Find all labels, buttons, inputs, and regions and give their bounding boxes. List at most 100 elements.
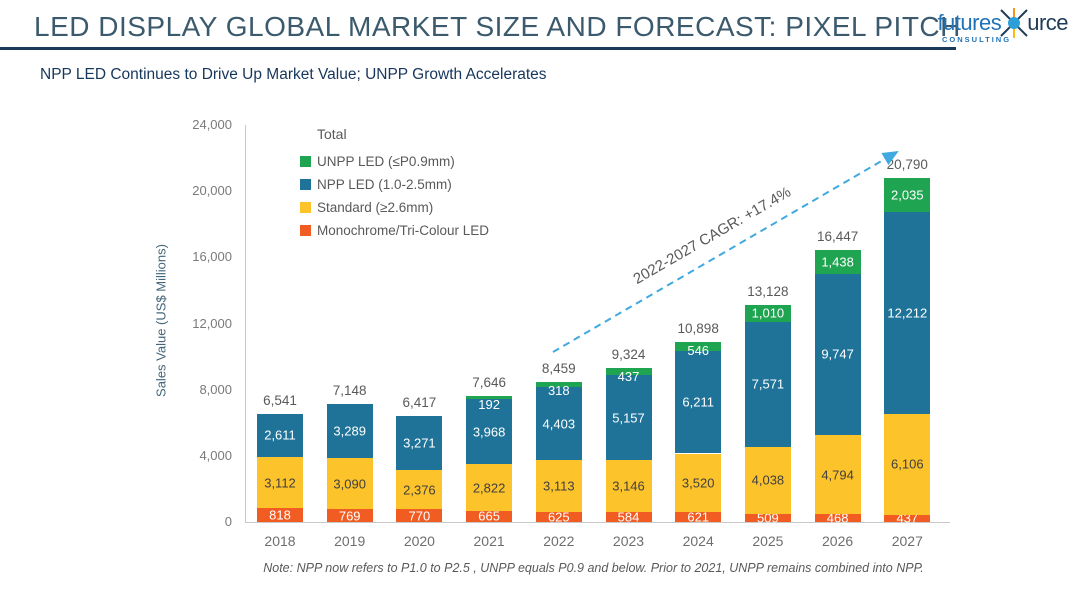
futuresource-logo: futures urce CONSULTING <box>928 8 1068 52</box>
bar-segment-label: 3,113 <box>543 478 575 494</box>
bar-segment <box>535 382 582 388</box>
legend-entry: Standard (≥2.6mm) <box>300 196 489 219</box>
logo-tagline: CONSULTING <box>942 35 1012 44</box>
bar-segment <box>675 350 722 454</box>
bar-segment-label: 770 <box>408 508 431 524</box>
bar-segment <box>257 508 303 522</box>
bar-segment-label: 9,747 <box>821 346 854 362</box>
bar-segment-label: 818 <box>269 507 291 523</box>
bar-segment-label: 12,212 <box>887 305 928 321</box>
bar-segment-label: 5,157 <box>612 410 645 426</box>
x-tick-label: 2025 <box>752 533 784 549</box>
x-tick-label: 2019 <box>334 533 366 549</box>
bar-segment-label: 192 <box>478 396 500 412</box>
bar-segment-label: 3,289 <box>333 423 366 439</box>
x-tick-label: 2022 <box>543 533 575 549</box>
x-tick-label: 2026 <box>822 533 854 549</box>
bar-segment <box>396 415 443 470</box>
x-tick-label: 2027 <box>891 533 923 549</box>
bar-segment <box>744 513 791 522</box>
bar-segment <box>326 403 373 459</box>
bar-segment-label: 468 <box>826 510 849 526</box>
bar-segment <box>675 453 722 512</box>
y-tick-label: 4,000 <box>199 447 232 463</box>
bar-segment-label: 4,794 <box>821 467 854 483</box>
bar-segment-label: 6,211 <box>682 394 714 410</box>
bar-segment-label: 2,611 <box>264 427 296 443</box>
footnote: Note: NPP now refers to P1.0 to P2.5 , U… <box>263 561 924 575</box>
x-tick-label: 2018 <box>264 533 296 549</box>
bar-segment <box>535 387 582 461</box>
bar-segment-label: 3,520 <box>681 475 715 491</box>
logo-star-icon <box>1000 8 1028 38</box>
y-tick-label: 8,000 <box>199 381 232 397</box>
bar-total-label: 20,790 <box>886 157 928 173</box>
bar-segment-label: 3,968 <box>472 424 506 439</box>
bar-segment <box>257 413 303 457</box>
legend-title: Total <box>317 126 347 142</box>
chart-subtitle: NPP LED Continues to Drive Up Market Val… <box>40 66 547 83</box>
bar-segment-label: 437 <box>617 368 640 384</box>
bar-segment-label: 621 <box>687 509 710 525</box>
bar-segment-label: 546 <box>687 342 710 358</box>
legend-label: Monochrome/Tri-Colour LED <box>317 223 490 238</box>
bar-total-label: 7,148 <box>332 382 367 398</box>
bar-total-label: 10,898 <box>677 320 719 336</box>
bar-segment-label: 3,112 <box>264 475 296 491</box>
x-tick-label: 2024 <box>682 533 714 549</box>
bar-total-label: 7,646 <box>472 374 506 390</box>
legend-swatch <box>300 225 311 236</box>
bar-total-label: 6,541 <box>263 392 297 408</box>
bar-segment-label: 625 <box>547 509 570 525</box>
bar-segment <box>744 446 791 514</box>
bar-total-label: 13,128 <box>747 283 789 299</box>
y-tick-label: 24,000 <box>192 117 232 132</box>
bar-segment <box>675 511 722 522</box>
bar-segment-label: 1,438 <box>821 254 854 270</box>
bar-segment-label: 4,038 <box>751 472 785 488</box>
y-tick-label: 12,000 <box>192 315 232 331</box>
legend-swatch <box>300 202 311 213</box>
legend-entry: Monochrome/Tri-Colour LED <box>300 219 489 242</box>
y-axis-line <box>245 125 246 522</box>
x-tick-label: 2023 <box>612 533 645 549</box>
bar-segment-label: 2,035 <box>891 187 924 203</box>
legend-label: UNPP LED (≤P0.9mm) <box>317 154 455 169</box>
bar-segment-label: 509 <box>757 510 779 526</box>
legend-swatch <box>300 179 311 190</box>
bar-segment-label: 3,146 <box>612 478 645 494</box>
bar-segment <box>884 413 931 515</box>
title-underline <box>0 47 956 50</box>
bar-segment-label: 3,090 <box>333 476 366 492</box>
bar-segment-label: 2,822 <box>472 480 506 496</box>
legend-entries: UNPP LED (≤P0.9mm) NPP LED (1.0-2.5mm) Sta… <box>300 150 489 242</box>
bar-segment <box>326 458 373 510</box>
bar-segment <box>605 512 652 522</box>
bar-segment <box>466 510 513 522</box>
legend-entry: NPP LED (1.0-2.5mm) <box>300 173 489 196</box>
bar-segment <box>814 514 861 522</box>
bar-segment-label: 1,010 <box>751 305 785 321</box>
bar-total-label: 8,459 <box>541 361 576 377</box>
bar-segment-label: 584 <box>617 509 640 525</box>
legend-label: NPP LED (1.0-2.5mm) <box>317 177 452 192</box>
bar-segment <box>396 509 443 522</box>
bar-total-label: 16,447 <box>816 228 859 244</box>
bar-segment <box>466 395 513 399</box>
bar-segment <box>396 469 443 510</box>
y-tick-label: 0 <box>224 514 232 529</box>
y-tick-label: 16,000 <box>192 249 232 265</box>
legend-label: Standard (≥2.6mm) <box>317 200 434 215</box>
bar-total-label: 9,324 <box>611 346 646 362</box>
bar-segment-label: 769 <box>338 508 361 524</box>
legend: Total UNPP LED (≤P0.9mm) NPP LED (1.0-2.5… <box>300 126 489 242</box>
legend-entry: UNPP LED (≤P0.9mm) <box>300 150 489 173</box>
bar-segment-label: 2,376 <box>403 482 436 498</box>
bar-segment-label: 3,271 <box>403 435 436 451</box>
bar-segment <box>605 374 652 461</box>
bar-segment-label: 318 <box>547 383 570 399</box>
bar-segment <box>257 456 303 509</box>
bar-segment-label: 4,403 <box>542 416 576 432</box>
x-tick-label: 2020 <box>403 533 435 549</box>
